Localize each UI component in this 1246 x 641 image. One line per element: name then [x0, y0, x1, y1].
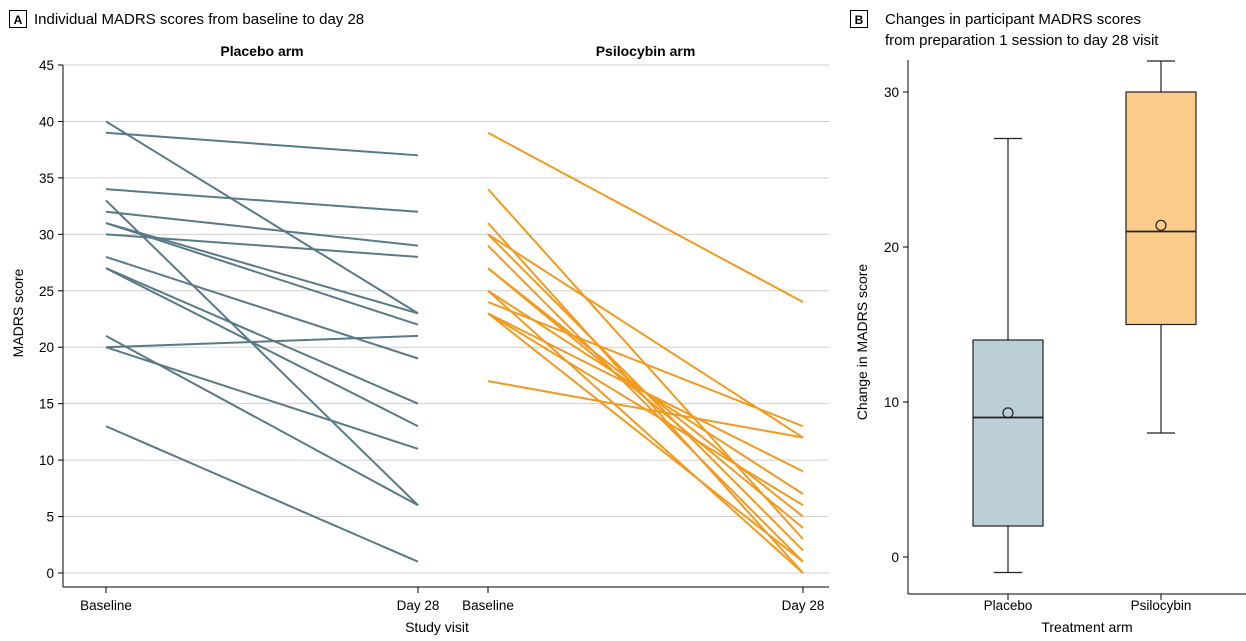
x-tick-label: Baseline — [462, 598, 514, 613]
panel-b-title-line1: Changes in participant MADRS scores — [885, 11, 1141, 28]
placebo-arm-lines — [105, 120, 419, 563]
y-tick-label: 20 — [884, 240, 899, 255]
psilocybin-participant-line — [487, 267, 804, 529]
psilocybin-participant-line — [487, 312, 804, 473]
x-tick-label: Day 28 — [782, 598, 825, 613]
psilocybin-participant-line — [487, 233, 804, 439]
y-tick-label: 0 — [46, 566, 54, 581]
psilocybin-arm-lines — [487, 131, 804, 574]
y-tick-label: 30 — [39, 227, 54, 242]
psilocybin-participant-line — [487, 301, 804, 428]
x-tick-label: Baseline — [80, 598, 132, 613]
panel-b-letter-box — [850, 10, 868, 28]
placebo-participant-line — [105, 255, 419, 360]
y-tick-label: 45 — [39, 58, 54, 73]
panel-b-x-axis-title: Treatment arm — [1041, 619, 1132, 635]
panel-b-y-axis-title: Change in MADRS score — [854, 264, 870, 421]
y-tick-label: 10 — [884, 395, 899, 410]
placebo-participant-line — [105, 210, 419, 247]
y-tick-label: 35 — [39, 171, 54, 186]
y-tick-label: 5 — [46, 510, 54, 525]
x-tick-label: Psilocybin — [1131, 598, 1192, 613]
placebo-participant-line — [105, 120, 419, 315]
y-tick-label: 25 — [39, 284, 54, 299]
placebo-participant-line — [105, 267, 419, 405]
placebo-participant-line — [105, 199, 419, 506]
panel-a-y-axis-title: MADRS score — [10, 268, 26, 357]
placebo-participant-line — [105, 222, 419, 315]
psilocybin-participant-line — [487, 312, 804, 563]
panel-a-x-axis-title: Study visit — [405, 619, 469, 635]
panel-a-axes: 0 5 10 15 20 25 30 35 40 45 Baseline Day 28 Baseline… — [39, 58, 829, 613]
placebo-participant-line — [105, 233, 419, 258]
psilocybin-participant-line — [487, 244, 804, 563]
panel-b-letter: B — [855, 13, 864, 27]
placebo-participant-line — [105, 425, 419, 563]
panel-a-title: Individual MADRS scores from baseline to… — [34, 11, 364, 28]
placebo-participant-line — [105, 334, 419, 349]
placebo-arm-title: Placebo arm — [220, 43, 303, 59]
panel-b-axes: 0 10 20 30 Placebo Psilocybin — [884, 60, 1246, 613]
placebo-participant-line — [105, 222, 419, 326]
placebo-box — [972, 339, 1044, 527]
placebo-mean-marker — [1002, 407, 1014, 419]
panel-b-boxplots — [972, 60, 1197, 574]
psilocybin-mean-marker — [1155, 219, 1167, 231]
placebo-participant-line — [105, 335, 419, 507]
x-tick-label: Day 28 — [397, 598, 440, 613]
y-tick-label: 0 — [891, 550, 899, 565]
y-tick-label: 15 — [39, 397, 54, 412]
placebo-participant-line — [105, 188, 419, 213]
panel-a-letter: A — [14, 13, 23, 27]
psilocybin-box — [1125, 91, 1197, 326]
placebo-participant-line — [105, 346, 419, 450]
panel-a-gridlines — [63, 64, 829, 574]
panel-b-title-line2: from preparation 1 session to day 28 vis… — [885, 32, 1159, 49]
panel-a-letter-box — [9, 10, 27, 28]
y-tick-label: 40 — [39, 114, 54, 129]
psilocybin-participant-line — [487, 290, 804, 574]
placebo-participant-line — [105, 131, 419, 157]
x-tick-label: Placebo — [984, 598, 1033, 613]
psilocybin-arm-title: Psilocybin arm — [596, 43, 696, 59]
y-tick-label: 30 — [884, 85, 899, 100]
y-tick-label: 10 — [39, 453, 54, 468]
placebo-participant-line — [105, 267, 419, 428]
psilocybin-participant-line — [487, 131, 804, 303]
psilocybin-participant-line — [487, 380, 804, 439]
y-tick-label: 20 — [39, 340, 54, 355]
